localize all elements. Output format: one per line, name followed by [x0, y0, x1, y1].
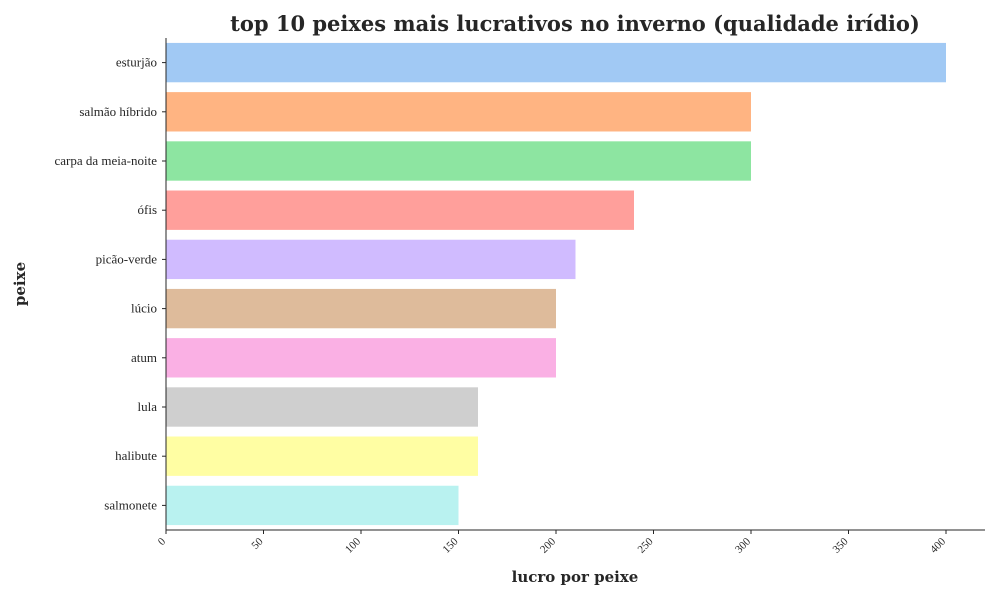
y-tick-label: lula — [138, 399, 158, 414]
bar-7 — [166, 387, 478, 427]
x-tick-label: 400 — [928, 535, 949, 556]
y-tick-label: halibute — [115, 448, 157, 463]
bar-6 — [166, 338, 556, 378]
y-tick-label: esturjão — [116, 55, 157, 70]
y-tick-labels: esturjão salmão híbrido carpa da meia-noit… — [55, 55, 166, 512]
x-tick-labels: 0 50 100 150 200 250 300 350 400 — [156, 530, 949, 556]
x-tick-label: 250 — [635, 535, 656, 556]
y-tick-label: salmonete — [104, 497, 157, 512]
bar-4 — [166, 239, 576, 280]
bar-3 — [166, 190, 634, 230]
y-tick-label: carpa da meia-noite — [55, 153, 158, 168]
y-tick-label: picão-verde — [96, 251, 158, 266]
y-tick-label: salmão híbrido — [79, 104, 157, 119]
bar-5 — [166, 288, 556, 329]
bar-0 — [166, 42, 946, 83]
x-axis-label: lucro por peixe — [512, 568, 639, 586]
x-tick-label: 150 — [440, 535, 461, 556]
x-tick-label: 100 — [343, 535, 364, 556]
x-tick-label: 300 — [733, 535, 754, 556]
x-tick-label: 200 — [538, 535, 559, 556]
x-tick-label: 350 — [830, 535, 851, 556]
y-axis-label: peixe — [11, 262, 29, 306]
bar-1 — [166, 92, 751, 132]
bar-8 — [166, 436, 478, 476]
x-tick-label: 0 — [156, 535, 169, 548]
bar-9 — [166, 485, 459, 526]
y-tick-label: atum — [131, 350, 157, 365]
y-tick-label: ófis — [138, 202, 158, 217]
y-tick-label: lúcio — [131, 301, 157, 316]
bars — [166, 42, 946, 526]
x-tick-label: 50 — [249, 535, 266, 552]
bar-2 — [166, 141, 751, 181]
chart-title: top 10 peixes mais lucrativos no inverno… — [230, 11, 920, 36]
